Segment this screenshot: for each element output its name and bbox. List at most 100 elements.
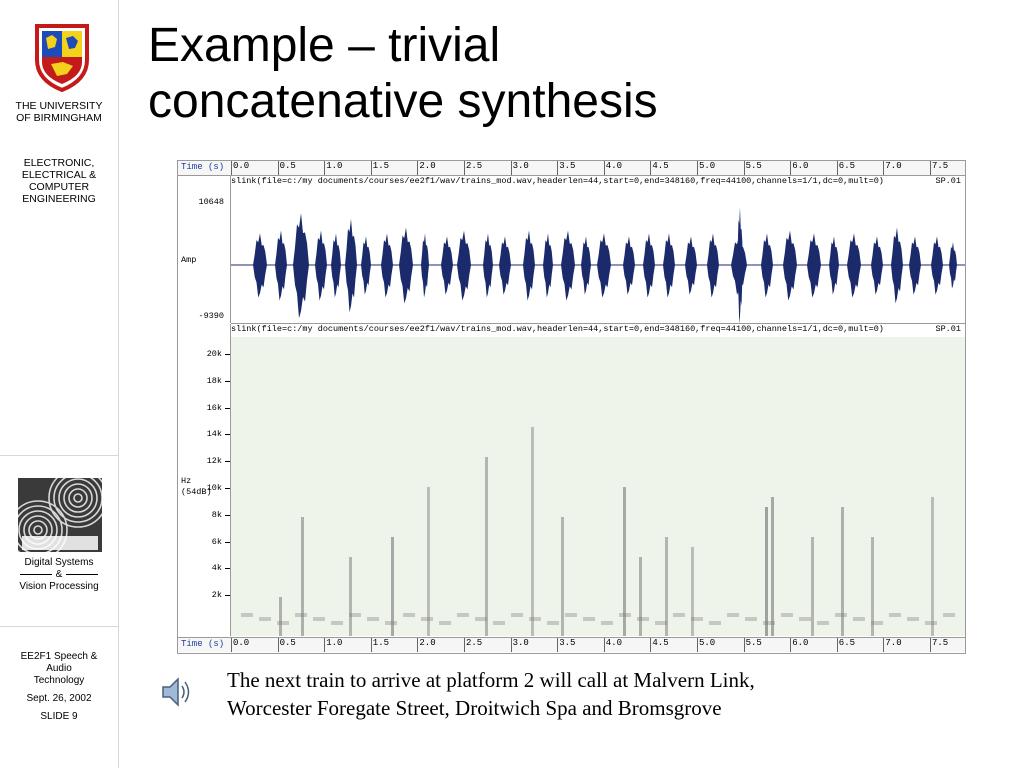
time-tick-label: 7.0 xyxy=(885,161,902,171)
time-tick-mark xyxy=(836,161,838,175)
freq-tick-label: 12k xyxy=(206,456,222,467)
spectrogram-low-band xyxy=(943,613,955,617)
spectrogram-low-band xyxy=(421,617,433,621)
spectrogram-low-band xyxy=(313,617,325,621)
spectrogram-low-band xyxy=(655,621,667,625)
waveform-segment xyxy=(643,233,655,298)
spectrogram-low-band xyxy=(493,621,505,625)
time-tick-label: 0.0 xyxy=(233,161,250,171)
course-info: EE2F1 Speech & Audio Technology Sept. 26… xyxy=(0,651,118,723)
spectrogram-low-band xyxy=(907,617,919,621)
spectrogram-energy-band xyxy=(279,597,282,636)
waveform-segment xyxy=(847,233,861,298)
freq-tick-label: 20k xyxy=(206,349,222,359)
time-tick-label: 3.5 xyxy=(559,638,576,648)
time-tick-label: 1.0 xyxy=(326,638,343,648)
time-tick-mark xyxy=(370,161,372,175)
freq-tick-mark xyxy=(225,514,230,516)
course-line-1: EE2F1 Speech & xyxy=(20,651,98,662)
spectrogram-energy-band xyxy=(531,427,534,636)
time-tick-mark xyxy=(510,638,512,652)
time-tick-label: 4.5 xyxy=(652,638,669,648)
spectrogram-low-band xyxy=(385,621,397,625)
spectrogram-header: slink(file=c:/my documents/courses/ee2f1… xyxy=(231,324,965,337)
amp-min-label: -9390 xyxy=(198,311,224,321)
time-tick-mark xyxy=(650,161,652,175)
university-line-1: THE UNIVERSITY xyxy=(15,100,103,112)
spectrogram-low-band xyxy=(259,617,271,621)
time-tick-label: 1.5 xyxy=(372,638,389,648)
time-tick-mark xyxy=(836,638,838,652)
spectrogram-low-band xyxy=(277,621,289,625)
waveform-plot xyxy=(231,207,965,323)
freq-tick-mark xyxy=(225,407,230,409)
time-tick-mark xyxy=(324,161,326,175)
slide-number: SLIDE 9 xyxy=(40,711,78,722)
waveform-segment xyxy=(293,213,309,319)
waveform-segment xyxy=(483,233,493,298)
time-tick-mark xyxy=(790,161,792,175)
time-tick-label: 6.5 xyxy=(838,638,855,648)
caption-line-2: Worcester Foregate Street, Droitwich Spa… xyxy=(227,696,722,720)
freq-tick-mark xyxy=(225,434,230,436)
spectrogram-low-band xyxy=(871,621,883,625)
university-crest-icon xyxy=(35,24,89,92)
time-tick-label: 1.0 xyxy=(326,161,343,171)
spectrogram-low-band xyxy=(529,617,541,621)
freq-tick-mark xyxy=(225,595,230,597)
department-line-4: ENGINEERING xyxy=(22,193,96,205)
waveform-segment xyxy=(543,233,553,298)
time-tick-label: 7.5 xyxy=(932,161,949,171)
spectrogram-energy-band xyxy=(691,547,694,636)
spectrogram-channel: SP.01 xyxy=(935,324,961,334)
time-tick-mark xyxy=(324,638,326,652)
spectrogram-low-band xyxy=(709,621,721,625)
time-tick-label: 0.0 xyxy=(233,638,250,648)
spectrogram-low-band xyxy=(295,613,307,617)
time-tick-label: 3.0 xyxy=(512,161,529,171)
time-ruler-top: Time (s) 0.0 0.5 1.0 1.5 2.0 2.5 3.0 3.5 4.0 4.5 5… xyxy=(178,161,965,176)
waveform-segment xyxy=(931,236,943,295)
sidebar: THE UNIVERSITY OF BIRMINGHAM ELECTRONIC,… xyxy=(0,0,119,768)
waveform-segment xyxy=(499,236,511,295)
waveform-segment xyxy=(581,236,591,295)
time-tick-label: 6.0 xyxy=(792,161,809,171)
time-tick-mark xyxy=(510,161,512,175)
waveform-segment xyxy=(275,230,287,301)
waveform-segment xyxy=(949,241,957,289)
spectrogram-low-band xyxy=(853,617,865,621)
waveform-segment xyxy=(421,233,429,298)
university-line-2: OF BIRMINGHAM xyxy=(16,112,102,124)
time-tick-mark xyxy=(697,638,698,652)
time-tick-label: 1.5 xyxy=(372,161,389,171)
spectrogram-energy-band xyxy=(665,537,668,636)
waveform-segment xyxy=(315,230,327,301)
waveform-segment xyxy=(381,233,393,298)
time-tick-mark xyxy=(231,161,232,175)
group-line-1: Digital Systems xyxy=(24,557,94,568)
spectrogram-plot xyxy=(231,337,965,636)
waveform-segment xyxy=(597,233,611,298)
spectrogram-energy-band xyxy=(301,517,304,636)
waveform-segment xyxy=(807,233,821,298)
group-line-3: Vision Processing xyxy=(19,581,99,592)
spectrogram-low-band xyxy=(925,621,937,625)
spectrogram-low-band xyxy=(457,613,469,617)
time-tick-mark xyxy=(743,161,745,175)
spectrogram-energy-band xyxy=(349,557,352,636)
speaker-icon[interactable] xyxy=(157,672,193,712)
spectrogram-low-band xyxy=(547,621,559,625)
freq-tick-mark xyxy=(225,541,230,543)
waveform-segment xyxy=(829,236,839,295)
spectrogram-axis: Hz (54dB) 20k 18k 16k 14k 12k 10k 8k 6k 4k 2k xyxy=(178,324,231,636)
spectrogram-energy-band xyxy=(623,487,626,636)
waveform-segment xyxy=(737,207,743,323)
time-tick-label: 0.5 xyxy=(279,638,296,648)
department-line-2: ELECTRICAL & xyxy=(21,169,97,181)
time-axis-label-top: Time (s) xyxy=(181,162,225,172)
time-tick-mark xyxy=(464,638,465,652)
group-line-2: & xyxy=(0,569,118,581)
waveform-segment xyxy=(345,218,357,313)
waveform-axis: 10648 Amp -9390 xyxy=(178,176,231,323)
spectrogram-low-band xyxy=(673,613,685,617)
